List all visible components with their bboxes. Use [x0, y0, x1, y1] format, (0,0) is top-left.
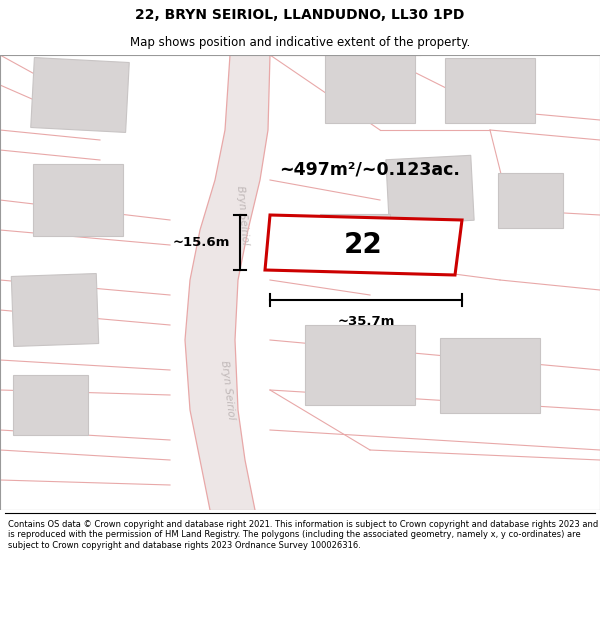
Text: Bryn Seiriol: Bryn Seiriol [220, 360, 236, 420]
Bar [497, 173, 563, 228]
Bar [31, 58, 129, 132]
Bar [386, 156, 474, 224]
Text: 22, BRYN SEIRIOL, LLANDUDNO, LL30 1PD: 22, BRYN SEIRIOL, LLANDUDNO, LL30 1PD [136, 8, 464, 22]
Bar [440, 338, 540, 412]
Polygon shape [185, 55, 270, 510]
Bar [320, 214, 390, 272]
Polygon shape [265, 215, 462, 275]
Text: ~15.6m: ~15.6m [173, 236, 230, 249]
Text: ~497m²/~0.123ac.: ~497m²/~0.123ac. [280, 161, 460, 179]
Text: Contains OS data © Crown copyright and database right 2021. This information is : Contains OS data © Crown copyright and d… [8, 520, 598, 550]
Text: Map shows position and indicative extent of the property.: Map shows position and indicative extent… [130, 36, 470, 49]
Bar [13, 375, 88, 435]
Bar [11, 274, 98, 346]
Bar [305, 325, 415, 405]
Text: ~35.7m: ~35.7m [337, 315, 395, 328]
Bar [445, 58, 535, 122]
Bar [33, 164, 123, 236]
Text: Bryn Seiriol: Bryn Seiriol [235, 185, 251, 245]
Text: 22: 22 [344, 231, 382, 259]
Bar [325, 48, 415, 122]
